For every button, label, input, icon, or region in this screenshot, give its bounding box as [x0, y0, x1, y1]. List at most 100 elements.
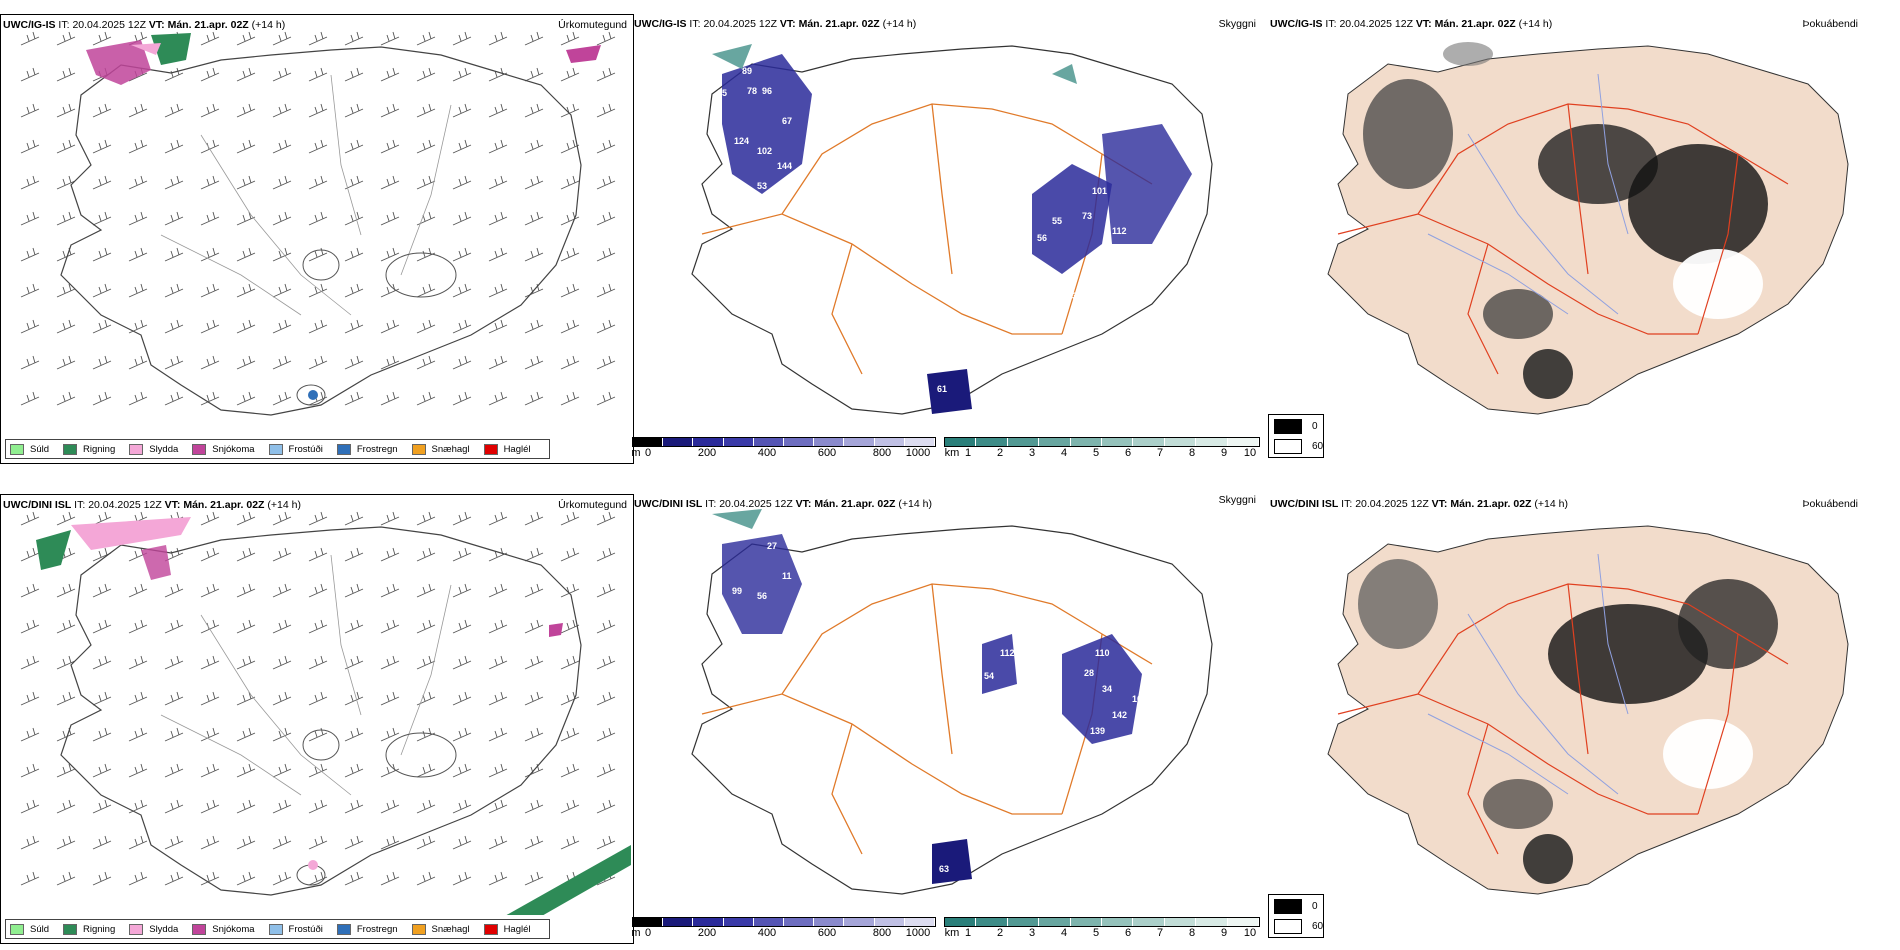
iceland-map-precip [20, 511, 631, 915]
value-label: 81 [982, 191, 992, 201]
wind-barb [92, 727, 112, 742]
wind-barb [524, 67, 544, 82]
wind-barb [20, 103, 40, 118]
wind-barb [236, 727, 256, 742]
legend-swatch [10, 923, 24, 935]
wind-barb [596, 391, 616, 406]
precip-type-panel-top: UWC/IG-IS IT: 20.04.2025 12Z VT: Mán. 21… [0, 14, 634, 464]
wind-barb [272, 511, 292, 526]
wind-barb [560, 247, 580, 262]
elevation-colorbar [632, 917, 936, 927]
wind-barb [344, 655, 364, 670]
wind-barb [56, 583, 76, 598]
wind-barb [236, 583, 256, 598]
legend-item: Slydda [129, 443, 178, 455]
wind-barb [92, 619, 112, 634]
panel-type-label: Úrkomutegund [558, 499, 627, 511]
visibility-colorbar [944, 917, 1260, 927]
wind-barb [416, 391, 436, 406]
wind-barb [452, 871, 472, 886]
wind-barb [524, 175, 544, 190]
wind-barb [20, 727, 40, 742]
wind-barb [416, 871, 436, 886]
wind-barb [596, 67, 616, 82]
wind-barb [272, 619, 292, 634]
wind-barb [56, 763, 76, 778]
wind-barb [200, 247, 220, 262]
wind-barb [56, 871, 76, 886]
legend-swatch [336, 443, 351, 455]
value-label: 112 [1000, 648, 1015, 658]
wind-barb [344, 835, 364, 850]
wind-barb [308, 511, 328, 526]
wind-barb [560, 391, 580, 406]
wind-barb [596, 211, 616, 226]
wind-barb [272, 835, 292, 850]
legend-swatch [63, 443, 78, 455]
precip-sleet-patch [71, 517, 191, 550]
wind-barb [92, 763, 112, 778]
wind-barb [56, 31, 76, 46]
wind-barb [56, 283, 76, 298]
legend-swatch [63, 923, 78, 935]
wind-barb [164, 283, 184, 298]
wind-barb [488, 583, 508, 598]
wind-barb [380, 871, 400, 886]
wind-barb [308, 211, 328, 226]
wind-barb [452, 391, 472, 406]
value-label: 73 [1082, 211, 1092, 221]
wind-barb [308, 547, 328, 562]
wind-barb [92, 319, 112, 334]
wind-barb [416, 211, 436, 226]
wind-barb [236, 547, 256, 562]
wind-barb [128, 871, 148, 886]
wind-barb [20, 283, 40, 298]
legend-swatch [1274, 919, 1302, 934]
wind-barb [20, 511, 40, 526]
wind-barb [488, 727, 508, 742]
value-label: 89 [742, 66, 752, 76]
wind-barb [272, 355, 292, 370]
legend-swatch [268, 443, 283, 455]
wind-barb [236, 247, 256, 262]
wind-barb [128, 391, 148, 406]
wind-barb [56, 655, 76, 670]
wind-barb [416, 103, 436, 118]
wind-barb [92, 691, 112, 706]
wind-barb [164, 319, 184, 334]
value-label: 75 [1064, 738, 1074, 748]
wind-barb [56, 211, 76, 226]
wind-barb [452, 799, 472, 814]
wind-barb [200, 727, 220, 742]
wind-barb [56, 319, 76, 334]
wind-barb [236, 799, 256, 814]
wind-barb [380, 247, 400, 262]
wind-barb [92, 835, 112, 850]
wind-barb [416, 139, 436, 154]
wind-barb [20, 655, 40, 670]
wind-barb [128, 247, 148, 262]
wind-barb [308, 103, 328, 118]
wind-barb [524, 211, 544, 226]
wind-barb [344, 547, 364, 562]
wind-barb [524, 355, 544, 370]
wind-barb [596, 283, 616, 298]
value-label: 22 [772, 46, 782, 56]
wind-barb [596, 103, 616, 118]
wind-barb [596, 139, 616, 154]
wind-barb [488, 211, 508, 226]
wind-barb [596, 355, 616, 370]
wind-barb [416, 835, 436, 850]
wind-barb [344, 583, 364, 598]
wind-barb [380, 139, 400, 154]
wind-barb [524, 391, 544, 406]
wind-barb [596, 799, 616, 814]
legend-swatch [1274, 419, 1302, 434]
wind-barb [524, 139, 544, 154]
wind-barb [560, 103, 580, 118]
wind-barb [596, 547, 616, 562]
panel-title: UWC/IG-IS IT: 20.04.2025 12Z VT: Mán. 21… [1270, 18, 1553, 30]
wind-barb [164, 247, 184, 262]
wind-barb [92, 355, 112, 370]
wind-barb [20, 547, 40, 562]
